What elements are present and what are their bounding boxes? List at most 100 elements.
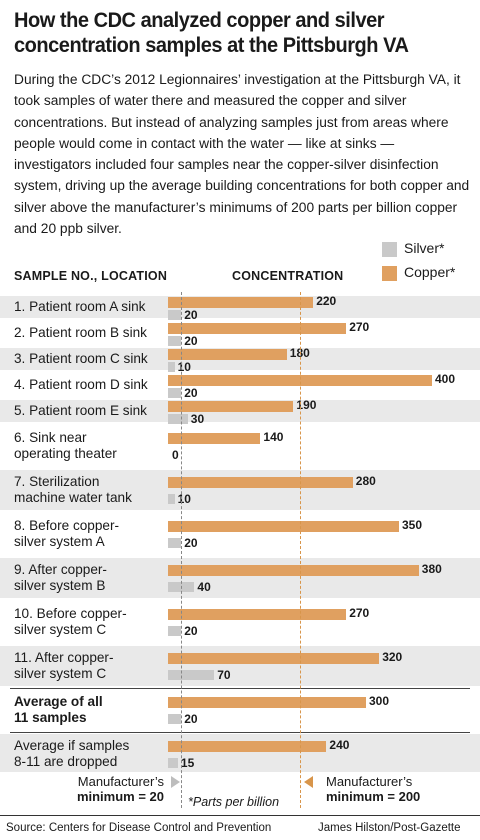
source-credit: Source: Centers for Disease Control and … xyxy=(6,822,272,834)
row-label-line: 2. Patient room B sink xyxy=(14,325,147,340)
legend-label-silver: Silver* xyxy=(404,240,445,256)
column-header-sample: SAMPLE NO., LOCATION xyxy=(14,269,168,283)
silver-value-label: 20 xyxy=(184,334,198,348)
row-label-line: 7. Sterilization xyxy=(14,474,100,489)
copper-value-label: 350 xyxy=(402,518,423,532)
row-label-line: silver system C xyxy=(14,622,107,637)
silver-bar xyxy=(168,310,182,320)
table-row: 4. Patient room D sink 400 20 xyxy=(0,372,480,400)
row-label-line: 8. Before copper- xyxy=(14,518,120,533)
silver-value-label: 20 xyxy=(184,536,198,550)
silver-value-label: 15 xyxy=(180,756,195,770)
copper-value-label: 300 xyxy=(369,694,390,708)
chart-title: How the CDC analyzed copper and silver c… xyxy=(14,8,409,57)
copper-value-label: 270 xyxy=(349,606,370,620)
row-label: Average if samples 8-11 are dropped xyxy=(14,738,129,770)
row-label-line: 6. Sink near xyxy=(14,430,87,445)
row-label-line: operating theater xyxy=(14,446,117,461)
copper-minimum-label-line-1: Manufacturer’s xyxy=(326,774,413,789)
row-label-line: 11. After copper- xyxy=(14,650,114,665)
row-label-line: 3. Patient room C sink xyxy=(14,351,148,366)
row-label: 5. Patient room E sink xyxy=(14,403,147,419)
row-label: 6. Sink near operating theater xyxy=(14,430,117,462)
silver-bar xyxy=(168,758,178,768)
silver-swatch xyxy=(382,242,397,257)
silver-value-label: 0 xyxy=(172,448,179,462)
copper-value-label: 320 xyxy=(382,650,403,664)
silver-bar xyxy=(168,362,175,372)
silver-value-label: 70 xyxy=(217,668,231,682)
copper-value-label: 140 xyxy=(263,430,284,444)
row-label: 2. Patient room B sink xyxy=(14,325,147,341)
row-label: 10. Before copper-silver system C xyxy=(14,606,127,638)
average-separator xyxy=(10,688,470,689)
column-header-concentration: CONCENTRATION xyxy=(232,269,344,283)
row-label-line: 5. Patient room E sink xyxy=(14,403,147,418)
row-label-line: 1. Patient room A sink xyxy=(14,299,146,314)
row-label-line: 9. After copper- xyxy=(14,562,107,577)
silver-value-label: 20 xyxy=(184,308,198,322)
copper-value-label: 380 xyxy=(421,562,442,576)
copper-value-label: 220 xyxy=(316,294,337,308)
silver-minimum-label: Manufacturer’s minimum = 20 xyxy=(60,774,164,804)
silver-minimum-line xyxy=(181,292,183,808)
copper-value-label: 240 xyxy=(329,738,350,752)
table-row: 8. Before copper-silver system A 350 20 xyxy=(0,514,480,554)
row-label: 8. Before copper-silver system A xyxy=(14,518,119,550)
table-row: 2. Patient room B sink 270 20 xyxy=(0,320,480,348)
copper-bar xyxy=(168,609,347,620)
silver-minimum-label-line-2: minimum = 20 xyxy=(76,789,164,804)
copper-minimum-label: Manufacturer’s minimum = 200 xyxy=(326,774,420,804)
copper-minimum-line xyxy=(300,292,301,808)
silver-bar xyxy=(168,388,182,398)
silver-value-label: 20 xyxy=(184,386,198,400)
copper-bar xyxy=(168,297,314,308)
row-label-line: silver system A xyxy=(14,534,105,549)
legend-item-silver: Silver* xyxy=(380,238,480,262)
legend-item-copper: Copper* xyxy=(380,262,480,286)
row-label-line: machine water tank xyxy=(14,490,132,505)
copper-value-label: 180 xyxy=(289,346,310,360)
intro-paragraph: During the CDC’s 2012 Legionnaires’ inve… xyxy=(14,72,470,238)
silver-bar xyxy=(168,626,182,636)
copper-value-label: 190 xyxy=(296,398,317,412)
units-note: *Parts per billion xyxy=(188,795,280,809)
silver-bar xyxy=(168,538,182,548)
row-label-line: 11 samples xyxy=(14,710,87,725)
row-label-line: Average if samples xyxy=(14,738,130,753)
copper-bar xyxy=(168,521,399,532)
copper-bar xyxy=(168,653,380,664)
silver-value-label: 30 xyxy=(190,412,205,426)
row-label-line: 10. Before copper- xyxy=(14,606,127,621)
row-label: 1. Patient room A sink xyxy=(14,299,145,315)
copper-bar xyxy=(168,741,327,752)
table-row: Average if samples 8-11 are dropped 240 15 xyxy=(0,734,480,772)
table-row: 5. Patient room E sink 190 30 xyxy=(0,398,480,426)
row-label-line: Average of all xyxy=(14,694,103,709)
copper-swatch xyxy=(382,266,397,281)
legend-label-copper: Copper* xyxy=(404,264,456,280)
silver-value-label: 10 xyxy=(177,492,191,506)
row-label-line: 8-11 are dropped xyxy=(14,754,118,769)
footer-divider xyxy=(0,815,480,816)
row-label-line: silver system C xyxy=(14,666,107,681)
copper-value-label: 280 xyxy=(355,474,376,488)
silver-minimum-label-line-1: Manufacturer’s xyxy=(77,774,164,789)
silver-bar xyxy=(168,714,182,724)
copper-minimum-marker-icon xyxy=(304,776,313,788)
copper-bar xyxy=(168,433,261,444)
row-label-line: silver system B xyxy=(14,578,106,593)
table-row: 6. Sink near operating theater 140 0 xyxy=(0,426,480,466)
table-row: Average of all 11 samples 300 20 xyxy=(0,690,480,730)
copper-bar xyxy=(168,697,366,708)
table-row: 3. Patient room C sink 180 10 xyxy=(0,346,480,374)
silver-value-label: 40 xyxy=(197,580,211,594)
table-row: 9. After copper-silver system B 380 40 xyxy=(0,558,480,598)
copper-minimum-label-line-2: minimum = 200 xyxy=(326,789,421,804)
silver-bar xyxy=(168,670,215,680)
silver-bar xyxy=(168,494,175,504)
row-label: 11. After copper-silver system C xyxy=(14,650,114,682)
row-label: 9. After copper-silver system B xyxy=(14,562,107,594)
artist-credit: James Hilston/Post-Gazette xyxy=(318,822,461,834)
